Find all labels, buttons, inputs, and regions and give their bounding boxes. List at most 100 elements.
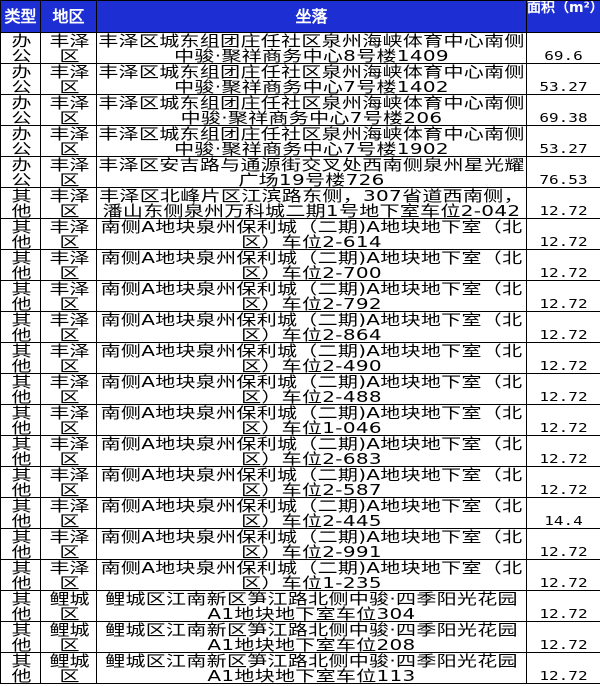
cell-area: 12.72: [526, 249, 600, 281]
cell-region: 丰泽区: [40, 497, 97, 529]
cell-location: 丰泽区泉州市城东片区安吉路与毓才路交叉口东南侧A地块泉州保利城（二期)A地块地下…: [96, 404, 527, 436]
table-row: 其他 丰泽区 丰泽区北峰片区江滨路东侧，307省道西南侧，潘山东侧泉州万科城二期1号…: [0, 187, 600, 219]
cell-region: 丰泽区: [40, 249, 97, 281]
area-text: 76.53: [539, 171, 588, 187]
table-row: 其他丰泽区丰泽区泉州市城东片区安吉路与毓才路交叉口东南侧A地块泉州保利城（二期)…: [0, 559, 600, 591]
area-text: 69.38: [539, 109, 588, 125]
table-row: 办公 丰泽区 丰泽区城东组团庄任社区泉州海峡体育中心南侧中骏·聚祥商务中心7号楼14…: [0, 63, 600, 95]
location-text: 丰泽区城东组团庄任社区泉州海峡体育中心南侧中骏·聚祥商务中心7号楼1902: [98, 126, 525, 156]
cell-type: 办公: [0, 125, 41, 157]
header-row: 类型 地区 坐落 面积（m²）: [0, 0, 600, 33]
type-text: 办公: [11, 95, 32, 125]
cell-area: 12.72: [526, 280, 600, 312]
table-row: 其他丰泽区丰泽区泉州市城东片区安吉路与毓才路交叉口东南侧A地块泉州保利城（二期)…: [0, 497, 600, 529]
area-text: 12.72: [539, 450, 588, 466]
table-row: 其他丰泽区丰泽区泉州市城东片区安吉路与毓才路交叉口东南侧A地块泉州保利城（二期)…: [0, 342, 600, 374]
type-text: 其他: [11, 374, 32, 404]
header-region: 地区: [40, 0, 97, 33]
cell-region: 丰泽区: [40, 466, 97, 498]
cell-area: 53.27: [526, 125, 600, 157]
cell-location: 丰泽区泉州市城东片区安吉路与毓才路交叉口东南侧A地块泉州保利城（二期)A地块地下…: [96, 466, 527, 498]
area-text: 12.72: [539, 605, 588, 621]
cell-location: 丰泽区泉州市城东片区安吉路与毓才路交叉口东南侧A地块泉州保利城（二期)A地块地下…: [96, 280, 527, 312]
region-text: 丰泽区: [49, 126, 90, 156]
region-text: 鲤城区: [49, 653, 90, 683]
cell-area: 12.72: [526, 621, 600, 653]
cell-location: 鲤城区江南新区笋江路北侧中骏·四季阳光花园A1地块地下室车位304: [96, 590, 527, 622]
cell-type: 其他: [0, 590, 41, 622]
cell-region: 丰泽区: [40, 32, 97, 64]
location-text: 鲤城区江南新区笋江路北侧中骏·四季阳光花园A1地块地下室车位208: [105, 622, 518, 652]
cell-area: 12.72: [526, 218, 600, 250]
table-row: 其他丰泽区丰泽区泉州市城东片区安吉路与毓才路交叉口东南侧A地块泉州保利城（二期)…: [0, 528, 600, 560]
cell-location: 丰泽区泉州市城东片区安吉路与毓才路交叉口东南侧A地块泉州保利城（二期)A地块地下…: [96, 311, 527, 343]
area-text: 69.6: [544, 47, 583, 63]
type-text: 其他: [11, 312, 32, 342]
table-row: 其他丰泽区丰泽区泉州市城东片区安吉路与毓才路交叉口东南侧A地块泉州保利城（二期)…: [0, 218, 600, 250]
location-text: 丰泽区泉州市城东片区安吉路与毓才路交叉口东南侧A地块泉州保利城（二期)A地块地下…: [100, 529, 523, 559]
region-text: 丰泽区: [49, 33, 90, 63]
location-text: 丰泽区泉州市城东片区安吉路与毓才路交叉口东南侧A地块泉州保利城（二期)A地块地下…: [100, 281, 523, 311]
header-area-label: 面积（m²）: [527, 1, 600, 16]
cell-area: 69.38: [526, 94, 600, 126]
cell-region: 鲤城区: [40, 590, 97, 622]
cell-type: 办公: [0, 32, 41, 64]
region-text: 丰泽区: [49, 219, 90, 249]
region-text: 丰泽区: [49, 250, 90, 280]
type-text: 办公: [11, 157, 32, 187]
region-text: 丰泽区: [49, 343, 90, 373]
type-text: 办公: [11, 126, 32, 156]
table-row: 办公 丰泽区 丰泽区城东组团庄任社区泉州海峡体育中心南侧中骏·聚祥商务中心8号楼14…: [0, 32, 600, 64]
area-text: 53.27: [539, 78, 588, 94]
table-row: 其他丰泽区丰泽区泉州市城东片区安吉路与毓才路交叉口东南侧A地块泉州保利城（二期)…: [0, 466, 600, 498]
type-text: 其他: [11, 405, 32, 435]
cell-area: 14.4: [526, 497, 600, 529]
area-text: 12.72: [539, 419, 588, 435]
cell-area: 53.27: [526, 63, 600, 95]
cell-type: 其他: [0, 435, 41, 467]
region-text: 丰泽区: [49, 405, 90, 435]
type-text: 其他: [11, 250, 32, 280]
cell-location: 丰泽区泉州市城东片区安吉路与毓才路交叉口东南侧A地块泉州保利城（二期)A地块地下…: [96, 249, 527, 281]
cell-type: 办公: [0, 156, 41, 188]
area-text: 12.72: [539, 295, 588, 311]
cell-location: 丰泽区泉州市城东片区安吉路与毓才路交叉口东南侧A地块泉州保利城（二期)A地块地下…: [96, 528, 527, 560]
region-text: 丰泽区: [49, 436, 90, 466]
region-text: 丰泽区: [49, 64, 90, 94]
cell-region: 丰泽区: [40, 342, 97, 374]
type-text: 其他: [11, 343, 32, 373]
cell-region: 丰泽区: [40, 218, 97, 250]
cell-type: 其他: [0, 280, 41, 312]
cell-type: 其他: [0, 404, 41, 436]
area-text: 12.72: [539, 574, 588, 590]
cell-area: 12.72: [526, 590, 600, 622]
table-row: 其他 鲤城区 鲤城区江南新区笋江路北侧中骏·四季阳光花园A1地块地下室车位304 12…: [0, 590, 600, 622]
table-row: 其他丰泽区丰泽区泉州市城东片区安吉路与毓才路交叉口东南侧A地块泉州保利城（二期)…: [0, 280, 600, 312]
cell-type: 其他: [0, 466, 41, 498]
area-text: 14.4: [544, 512, 583, 528]
cell-type: 其他: [0, 218, 41, 250]
type-text: 其他: [11, 467, 32, 497]
cell-type: 其他: [0, 342, 41, 374]
location-text: 丰泽区泉州市城东片区安吉路与毓才路交叉口东南侧A地块泉州保利城（二期)A地块地下…: [100, 343, 523, 373]
region-text: 鲤城区: [49, 591, 90, 621]
type-text: 其他: [11, 498, 32, 528]
header-area: 面积（m²）: [526, 0, 600, 33]
region-text: 丰泽区: [49, 312, 90, 342]
cell-type: 其他: [0, 528, 41, 560]
cell-location: 丰泽区泉州市城东片区安吉路与毓才路交叉口东南侧A地块泉州保利城（二期)A地块地下…: [96, 373, 527, 405]
cell-type: 其他: [0, 559, 41, 591]
cell-location: 鲤城区江南新区笋江路北侧中骏·四季阳光花园A1地块地下室车位208: [96, 621, 527, 653]
cell-type: 其他: [0, 187, 41, 219]
type-text: 其他: [11, 591, 32, 621]
region-text: 丰泽区: [49, 188, 90, 218]
cell-location: 丰泽区城东组团庄任社区泉州海峡体育中心南侧中骏·聚祥商务中心8号楼1409: [96, 32, 527, 64]
area-text: 12.72: [539, 326, 588, 342]
region-text: 鲤城区: [49, 622, 90, 652]
location-text: 丰泽区城东组团庄任社区泉州海峡体育中心南侧中骏·聚祥商务中心7号楼1402: [98, 64, 525, 94]
table-row: 办公 丰泽区 丰泽区城东组团庄任社区泉州海峡体育中心南侧中骏·聚祥商务中心7号楼20…: [0, 94, 600, 126]
cell-region: 丰泽区: [40, 156, 97, 188]
area-text: 12.72: [539, 388, 588, 404]
header-location: 坐落: [96, 0, 527, 33]
